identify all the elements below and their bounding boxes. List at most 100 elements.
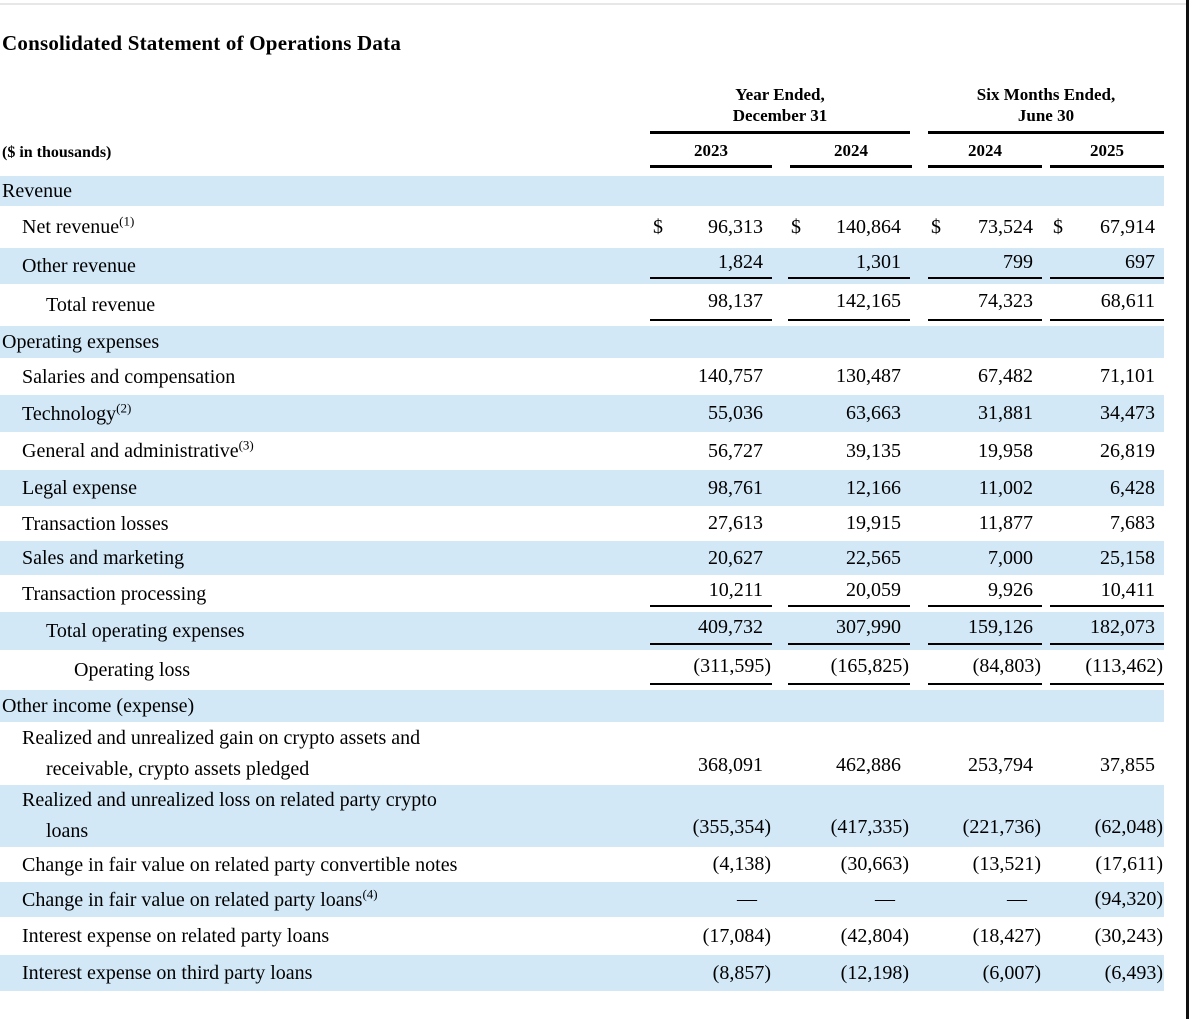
value-cell-2023: 98,761 (650, 470, 772, 506)
cell-value: 19,915 (846, 512, 901, 534)
cell-value: (6,007) (982, 961, 1041, 984)
cell-value: 68,611 (1100, 290, 1155, 312)
footnote-ref-icon: (4) (362, 885, 378, 901)
cell-value: 11,877 (978, 512, 1033, 534)
value-cell-2024-six-months: 11,877 (928, 506, 1042, 541)
cell-value: 26,819 (1100, 439, 1155, 462)
value-cell-2024-six-months (928, 176, 1042, 206)
cell-value: 7,000 (988, 546, 1033, 569)
row-label-cell: Operating expenses (0, 326, 650, 358)
value-cell-2024 (788, 690, 910, 722)
column-header-2024: 2024 (790, 141, 912, 168)
row-label: Change in fair value on related party co… (22, 853, 458, 876)
value-cell-2024-six-months (928, 326, 1042, 358)
cell-value: (18,427) (972, 924, 1041, 947)
value-cell-2024-six-months: 7,000 (928, 541, 1042, 575)
value-cell-2024: $140,864 (788, 206, 910, 248)
cell-value: 71,101 (1100, 365, 1155, 387)
table-row: Operating expenses (0, 326, 1164, 358)
cell-value: (42,804) (840, 924, 909, 947)
cell-value: (84,803) (972, 655, 1041, 677)
value-cell-2025: 7,683 (1050, 506, 1164, 541)
cell-value: 22,565 (846, 546, 901, 569)
value-cell-2024-six-months: 67,482 (928, 358, 1042, 395)
footnote-ref-icon: (3) (238, 437, 254, 453)
colgroup-label-line2: December 31 (732, 106, 828, 125)
cell-value: (311,595) (693, 655, 771, 677)
cell-value: 140,864 (836, 215, 901, 238)
row-label-cell: Interest expense on third party loans (0, 955, 650, 991)
row-label-wrap: Operating loss (0, 657, 190, 683)
row-label: Other income (expense) (2, 695, 195, 717)
value-cell-2024: 462,886 (788, 722, 910, 785)
row-label-wrap: Interest expense on third party loans (0, 960, 312, 986)
value-cell-2025: $67,914 (1050, 206, 1164, 248)
table-row: Change in fair value on related party lo… (0, 882, 1164, 917)
value-cell-2025: 34,473 (1050, 395, 1164, 432)
row-label: Realized and unrealized gain on crypto a… (22, 726, 421, 749)
row-label-wrap: Legal expense (0, 475, 137, 501)
row-label-cell: Legal expense (0, 470, 650, 506)
table-row: Operating loss (311,595) (165,825) (84,8… (0, 650, 1164, 690)
value-cell-2024-six-months: (13,521) (928, 847, 1042, 882)
cell-value: (6,493) (1104, 961, 1163, 984)
row-label-wrap: Total revenue (0, 292, 155, 318)
colgroup-year-ended: Year Ended, December 31 (650, 84, 910, 134)
cell-value: — (737, 888, 757, 910)
row-label-wrap: Operating expenses (0, 329, 159, 355)
value-cell-2023: 20,627 (650, 541, 772, 575)
cell-value: 130,487 (836, 365, 901, 387)
row-label-wrap: Transaction processing (0, 581, 206, 607)
cell-value: 98,137 (708, 290, 763, 312)
cell-value: 74,323 (978, 290, 1033, 312)
footnote-ref-icon: (1) (119, 213, 135, 229)
cell-value: 37,855 (1100, 754, 1155, 776)
row-label: Revenue (2, 180, 72, 202)
row-label: Transaction processing (22, 582, 207, 605)
value-cell-2023: 368,091 (650, 722, 772, 785)
row-label-cell: Interest expense on related party loans (0, 917, 650, 955)
row-label-cell: Realized and unrealized loss on related … (0, 785, 650, 847)
table-row: Change in fair value on related party co… (0, 847, 1164, 882)
value-cell-2025 (1050, 690, 1164, 722)
value-cell-2024: (42,804) (788, 917, 910, 955)
cell-value: (30,243) (1094, 924, 1163, 947)
value-cell-2024: (417,335) (788, 785, 910, 847)
value-cell-2025: (30,243) (1050, 917, 1164, 955)
dollar-sign: $ (1053, 215, 1063, 238)
value-cell-2023: 409,732 (650, 612, 772, 650)
value-cell-2023 (650, 326, 772, 358)
table-row: Sales and marketing 20,627 22,565 7,000 … (0, 541, 1164, 575)
row-label: Realized and unrealized loss on related … (22, 789, 437, 811)
row-label: Legal expense (22, 477, 137, 499)
cell-value: 11,002 (978, 476, 1033, 499)
value-cell-2024-six-months: (221,736) (928, 785, 1042, 847)
value-cell-2023: 140,757 (650, 358, 772, 395)
row-label-cell: Operating loss (0, 650, 650, 690)
value-cell-2024: 307,990 (788, 612, 910, 650)
value-cell-2024-six-months: — (928, 882, 1042, 917)
cell-value: 39,135 (846, 439, 901, 462)
value-cell-2025: (62,048) (1050, 785, 1164, 847)
value-cell-2025 (1050, 326, 1164, 358)
cell-value: (12,198) (840, 961, 909, 984)
column-header-2024-six-months: 2024 (928, 141, 1042, 168)
row-label-cell: General and administrative(3) (0, 432, 650, 470)
table-row: General and administrative(3) 56,727 39,… (0, 432, 1164, 470)
cell-value: 1,301 (856, 251, 901, 273)
value-cell-2025: 25,158 (1050, 541, 1164, 575)
cell-value: 6,428 (1110, 476, 1155, 499)
value-cell-2024: 12,166 (788, 470, 910, 506)
row-label: Transaction losses (22, 512, 169, 535)
value-cell-2023: (355,354) (650, 785, 772, 847)
row-label: Technology (22, 402, 117, 425)
value-cell-2024: 39,135 (788, 432, 910, 470)
colgroup-label-line1: Six Months Ended, (976, 85, 1116, 104)
cell-value: 7,683 (1110, 512, 1155, 534)
cell-value: (17,611) (1095, 853, 1163, 875)
cell-value: 34,473 (1100, 402, 1155, 424)
cell-value: (165,825) (830, 655, 909, 677)
value-cell-2023: (8,857) (650, 955, 772, 991)
row-label-cell: Other revenue (0, 248, 650, 284)
